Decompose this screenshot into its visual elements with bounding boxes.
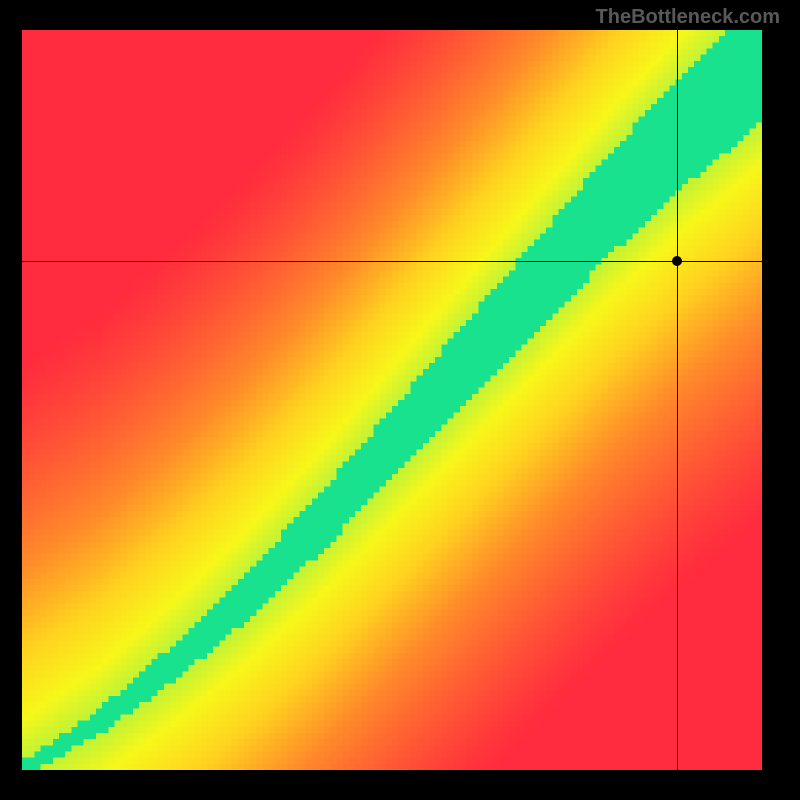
crosshair-horizontal [22,261,762,262]
watermark-text: TheBottleneck.com [596,6,780,29]
crosshair-vertical [677,30,678,770]
heatmap-plot [22,30,762,770]
heatmap-canvas [22,30,762,770]
marker-dot [672,256,682,266]
